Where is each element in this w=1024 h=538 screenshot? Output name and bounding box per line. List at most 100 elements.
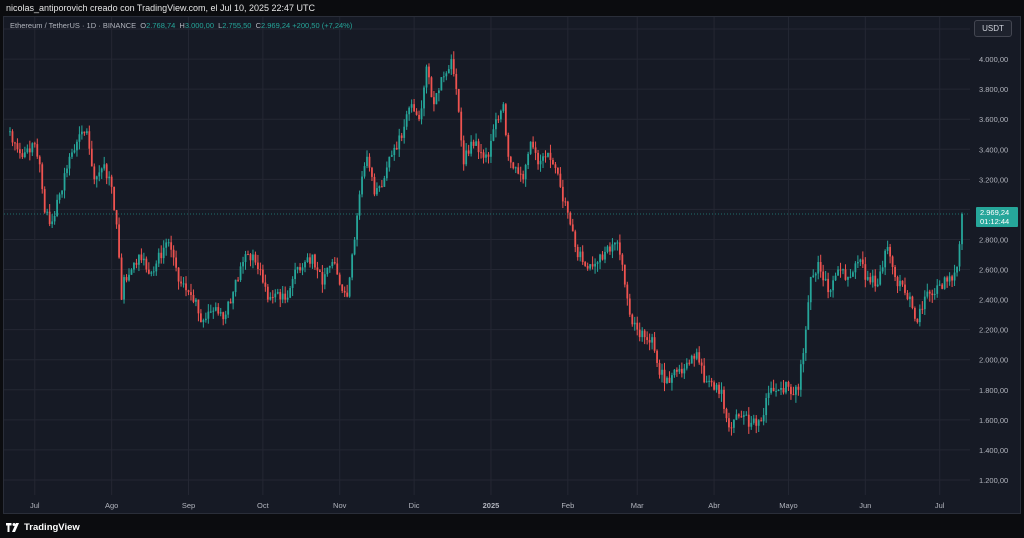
symbol-name[interactable]: Ethereum / TetherUS · 1D · BINANCE bbox=[10, 21, 137, 30]
candle-body[interactable] bbox=[715, 384, 718, 390]
candle-body[interactable] bbox=[948, 276, 951, 282]
candle-body[interactable] bbox=[271, 296, 274, 298]
candle-body[interactable] bbox=[311, 254, 314, 264]
candle-body[interactable] bbox=[296, 267, 299, 270]
candle-body[interactable] bbox=[804, 329, 807, 354]
candle-body[interactable] bbox=[737, 414, 740, 417]
candle-body[interactable] bbox=[951, 276, 953, 281]
candle-body[interactable] bbox=[755, 418, 758, 426]
candle-body[interactable] bbox=[185, 283, 187, 291]
candle-body[interactable] bbox=[462, 140, 465, 165]
candle-body[interactable] bbox=[80, 131, 83, 135]
candle-body[interactable] bbox=[371, 167, 373, 177]
candle-body[interactable] bbox=[584, 262, 587, 266]
candle-body[interactable] bbox=[172, 249, 175, 258]
candle-body[interactable] bbox=[539, 160, 542, 165]
candle-body[interactable] bbox=[834, 275, 837, 281]
candle-body[interactable] bbox=[177, 267, 180, 282]
candle-body[interactable] bbox=[790, 386, 792, 395]
candle-body[interactable] bbox=[611, 244, 614, 252]
candle-body[interactable] bbox=[133, 262, 135, 270]
candle-body[interactable] bbox=[457, 88, 460, 112]
candle-body[interactable] bbox=[866, 277, 869, 280]
candle-body[interactable] bbox=[762, 415, 765, 422]
candle-body[interactable] bbox=[631, 314, 634, 325]
candle-body[interactable] bbox=[839, 269, 842, 271]
candle-body[interactable] bbox=[651, 337, 654, 343]
candle-body[interactable] bbox=[923, 296, 926, 310]
candle-body[interactable] bbox=[11, 131, 14, 143]
candle-body[interactable] bbox=[167, 242, 170, 244]
candle-body[interactable] bbox=[274, 293, 277, 298]
candle-body[interactable] bbox=[792, 394, 795, 396]
candle-body[interactable] bbox=[688, 362, 691, 364]
candle-body[interactable] bbox=[894, 267, 896, 278]
candle-body[interactable] bbox=[770, 387, 773, 393]
candle-body[interactable] bbox=[926, 291, 929, 297]
candle-body[interactable] bbox=[152, 271, 155, 273]
candle-body[interactable] bbox=[291, 279, 294, 288]
candle-body[interactable] bbox=[799, 364, 802, 390]
candle-body[interactable] bbox=[445, 73, 448, 77]
candle-body[interactable] bbox=[653, 337, 656, 351]
candle-body[interactable] bbox=[812, 275, 815, 278]
candle-body[interactable] bbox=[128, 274, 130, 281]
candle-body[interactable] bbox=[710, 380, 713, 383]
candle-body[interactable] bbox=[294, 269, 297, 280]
candle-body[interactable] bbox=[556, 167, 559, 174]
candle-body[interactable] bbox=[460, 111, 463, 141]
candle-body[interactable] bbox=[490, 140, 492, 157]
candle-body[interactable] bbox=[733, 419, 735, 428]
candle-body[interactable] bbox=[192, 295, 195, 302]
candle-body[interactable] bbox=[628, 298, 631, 315]
candle-body[interactable] bbox=[16, 143, 19, 150]
candle-body[interactable] bbox=[380, 186, 383, 188]
candle-body[interactable] bbox=[782, 387, 785, 393]
candle-body[interactable] bbox=[856, 262, 859, 264]
candle-body[interactable] bbox=[180, 281, 182, 284]
candle-body[interactable] bbox=[906, 292, 909, 300]
candle-body[interactable] bbox=[638, 329, 641, 338]
candle-body[interactable] bbox=[366, 156, 368, 167]
candle-body[interactable] bbox=[341, 284, 344, 291]
candle-body[interactable] bbox=[921, 308, 924, 310]
candle-body[interactable] bbox=[388, 156, 391, 168]
candle-body[interactable] bbox=[891, 256, 894, 268]
candle-body[interactable] bbox=[621, 254, 624, 265]
candle-body[interactable] bbox=[430, 77, 433, 98]
candle-body[interactable] bbox=[507, 135, 510, 157]
candle-body[interactable] bbox=[182, 283, 185, 285]
candle-body[interactable] bbox=[658, 362, 661, 375]
candle-body[interactable] bbox=[66, 168, 68, 174]
candle-body[interactable] bbox=[150, 272, 153, 274]
candle-body[interactable] bbox=[56, 199, 59, 216]
candle-body[interactable] bbox=[452, 59, 455, 75]
candle-body[interactable] bbox=[524, 165, 527, 180]
candle-body[interactable] bbox=[742, 415, 745, 417]
candle-body[interactable] bbox=[554, 164, 557, 168]
candle-body[interactable] bbox=[232, 292, 235, 304]
candle-body[interactable] bbox=[693, 355, 696, 359]
candle-body[interactable] bbox=[343, 290, 346, 293]
candle-body[interactable] bbox=[720, 389, 723, 394]
candle-body[interactable] bbox=[76, 141, 78, 151]
candle-body[interactable] bbox=[735, 414, 738, 420]
candle-body[interactable] bbox=[656, 350, 658, 363]
candle-body[interactable] bbox=[579, 251, 582, 258]
candle-body[interactable] bbox=[576, 246, 579, 258]
candle-body[interactable] bbox=[333, 262, 336, 264]
candle-body[interactable] bbox=[566, 201, 569, 213]
candle-body[interactable] bbox=[859, 259, 862, 263]
candle-body[interactable] bbox=[601, 254, 604, 260]
candle-body[interactable] bbox=[103, 164, 106, 169]
candle-body[interactable] bbox=[83, 131, 86, 134]
candle-body[interactable] bbox=[135, 262, 138, 265]
candle-body[interactable] bbox=[261, 269, 264, 283]
candle-body[interactable] bbox=[938, 284, 941, 286]
candle-body[interactable] bbox=[145, 258, 148, 270]
candle-body[interactable] bbox=[869, 277, 872, 283]
candle-body[interactable] bbox=[928, 291, 931, 294]
candle-body[interactable] bbox=[911, 296, 914, 309]
candle-body[interactable] bbox=[299, 267, 301, 271]
candle-body[interactable] bbox=[740, 416, 743, 418]
